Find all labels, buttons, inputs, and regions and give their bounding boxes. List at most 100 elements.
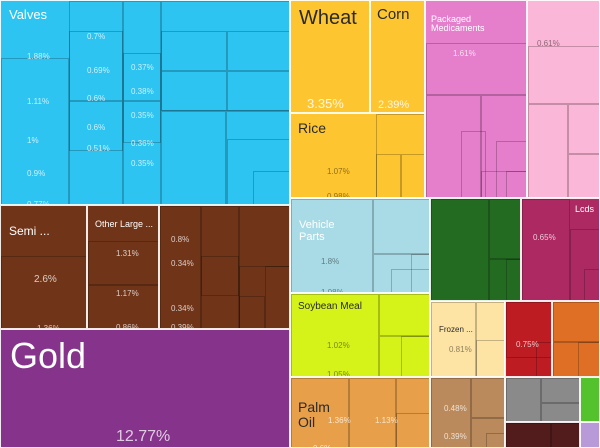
treemap-cell-lavender-group[interactable] <box>580 422 600 448</box>
treemap-subcell <box>411 254 429 292</box>
treemap-subcell <box>426 43 526 95</box>
treemap-cell-red-group[interactable]: 0.75% <box>505 301 552 377</box>
treemap-subcell <box>160 206 201 328</box>
treemap-subcell <box>536 342 551 376</box>
treemap-subcell <box>570 229 599 300</box>
treemap-value: 2.39% <box>378 99 410 111</box>
treemap-cell-brown-group[interactable]: 0.8% 0.34% 0.34% 0.39% <box>159 205 290 329</box>
treemap-subcell <box>496 141 526 197</box>
treemap-subcell <box>69 101 123 151</box>
treemap-subcell <box>476 340 504 376</box>
treemap-subcell <box>471 418 504 447</box>
treemap-cell-tan-group[interactable]: 0.48% 0.39% <box>430 377 505 448</box>
treemap-subvalue: 0.9% <box>27 169 46 178</box>
treemap-subcell <box>541 403 579 421</box>
treemap-subvalue: 0.48% <box>444 404 467 413</box>
treemap-cell-soybean-meal[interactable]: Soybean Meal 1.02% 1.05% <box>290 293 430 377</box>
treemap-subcell <box>551 423 579 447</box>
treemap-label: Packaged <box>431 14 472 24</box>
treemap-subcell <box>506 259 520 300</box>
treemap-subcell <box>426 95 481 197</box>
treemap-cell-dark-maroon-group[interactable] <box>505 422 580 448</box>
treemap-label: Vehicle <box>299 219 335 231</box>
treemap-cell-frozen[interactable]: Frozen ... 0.81% <box>430 301 505 377</box>
treemap-subcell <box>376 154 401 197</box>
treemap-subcell <box>69 31 123 101</box>
treemap-subcell <box>431 199 489 300</box>
treemap-cell-rice[interactable]: Rice 1.07% 0.98% <box>290 113 425 198</box>
treemap-label: Valves <box>9 7 48 22</box>
treemap-subvalue: 1.88% <box>27 52 50 61</box>
treemap-subcell <box>489 199 520 259</box>
treemap-value: 12.77% <box>116 428 171 445</box>
treemap-subvalue: 0.6% <box>87 94 106 103</box>
treemap-label: Semi ... <box>9 224 50 238</box>
treemap-value: 3.35% <box>307 96 344 111</box>
treemap-subvalue: 0.86% <box>116 323 139 329</box>
treemap-cell-vehicle-parts[interactable]: Vehicle Parts 1.8% 1.08% <box>290 198 430 293</box>
treemap-cell-semi[interactable]: Semi ... 2.6% 1.36% <box>0 205 87 329</box>
treemap-subcell <box>461 131 486 197</box>
treemap-subcell <box>227 71 289 111</box>
treemap-subcell <box>291 199 373 292</box>
treemap-cell-packaged-medicaments[interactable]: Packaged Medicaments 1.61% <box>425 0 527 198</box>
treemap-subvalue: 1.61% <box>453 49 476 58</box>
treemap-subvalue: 0.77% <box>27 200 50 205</box>
treemap-subcell <box>481 95 526 197</box>
treemap-cell-wheat[interactable]: Wheat 3.35% <box>290 0 370 113</box>
treemap-cell-gold[interactable]: Gold 12.77% <box>0 329 290 448</box>
treemap-label: Oil <box>298 413 316 430</box>
treemap-subcell <box>239 266 289 328</box>
treemap-cell-corn[interactable]: Corn 2.39% <box>370 0 425 113</box>
treemap-subcell <box>396 413 429 447</box>
treemap-subcell <box>506 171 526 197</box>
treemap-subcell <box>161 71 227 111</box>
treemap-subcell <box>201 206 239 328</box>
treemap-subvalue: 0.8% <box>171 235 190 244</box>
treemap-subvalue: 0.61% <box>537 39 560 48</box>
treemap-subcell <box>553 302 599 342</box>
treemap-subcell <box>239 206 289 328</box>
treemap-subvalue: 0.75% <box>516 340 539 349</box>
treemap-subcell <box>522 199 570 300</box>
treemap-subcell <box>349 378 396 447</box>
treemap-label: Soybean Meal <box>298 301 362 312</box>
treemap-cell-orange-group[interactable] <box>552 301 600 377</box>
treemap-cell-bright-green-group[interactable] <box>580 377 600 422</box>
treemap-subvalue: 0.7% <box>87 32 106 41</box>
treemap-subcell <box>471 378 504 418</box>
treemap-label: Wheat <box>299 7 357 29</box>
treemap-cell-dark-green-group[interactable] <box>430 198 521 301</box>
treemap-cell-valves[interactable]: Valves 1.88% 0.7% 1.11% 0.69% 0.37% 0.6% 0.38% 1… <box>0 0 290 205</box>
treemap-cell-gray-group[interactable] <box>505 377 580 422</box>
treemap-label: Palm <box>298 399 330 415</box>
treemap-cell-other-large[interactable]: Other Large ... 1.31% 1.17% 0.86% <box>87 205 159 329</box>
treemap-subvalue: 1.17% <box>116 289 139 298</box>
treemap-label: Medicaments <box>431 23 485 34</box>
treemap-subcell <box>489 259 520 300</box>
treemap-subcell <box>373 254 429 292</box>
treemap-value: 2.6% <box>34 274 57 285</box>
treemap-subvalue: 0.81% <box>449 345 472 354</box>
treemap-label: Rice <box>298 120 327 136</box>
treemap-subvalue: 0.6% <box>87 123 106 132</box>
treemap-subcell <box>291 378 349 447</box>
treemap-subvalue: 1.02% <box>327 341 350 350</box>
treemap-subvalue: 0.35% <box>131 111 154 120</box>
treemap-subcell <box>528 104 568 197</box>
treemap-subvalue: 0.36% <box>131 139 154 148</box>
treemap-cell-pink-group[interactable]: 0.61% <box>527 0 600 198</box>
treemap-subcell <box>373 199 429 254</box>
treemap-subvalue: 0.39% <box>171 323 194 329</box>
treemap-subcell <box>69 1 123 204</box>
treemap-cell-lcds[interactable]: Lcds 0.65% <box>521 198 600 301</box>
treemap-subcell <box>123 1 161 204</box>
treemap-subcell <box>379 336 429 376</box>
treemap-subcell <box>226 111 289 204</box>
treemap-subcell <box>401 336 429 376</box>
treemap-subcell <box>239 296 265 328</box>
treemap-subcell <box>506 378 541 421</box>
treemap-subvalue: 1.11% <box>27 97 50 106</box>
treemap-subcell <box>584 269 599 300</box>
